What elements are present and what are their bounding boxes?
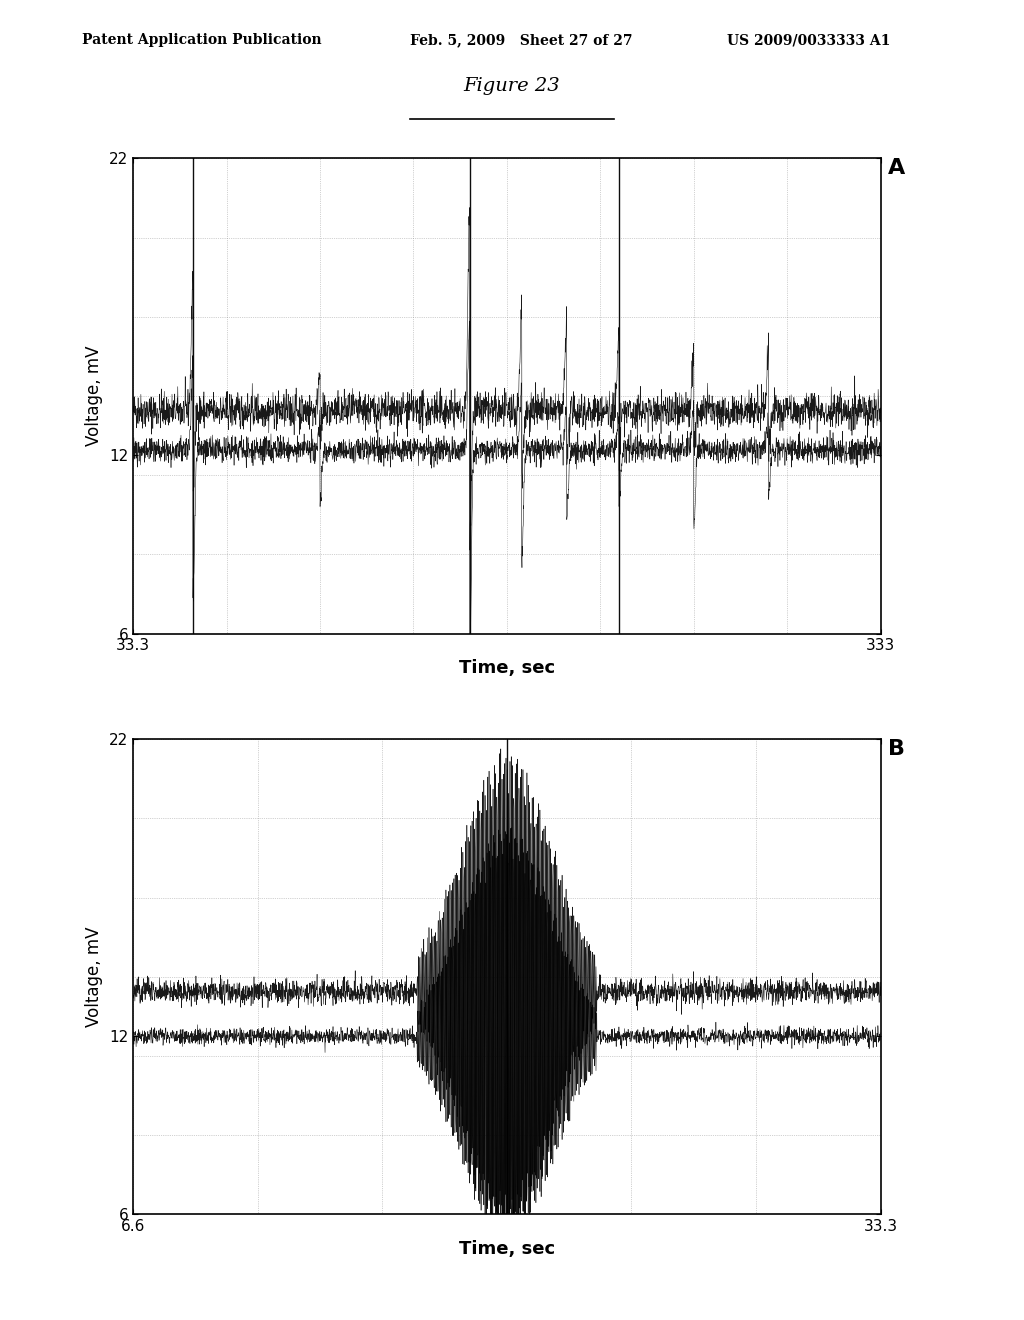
Text: A: A (888, 158, 905, 178)
X-axis label: Time, sec: Time, sec (459, 1239, 555, 1258)
Y-axis label: Voltage, mV: Voltage, mV (85, 346, 103, 446)
Text: Patent Application Publication: Patent Application Publication (82, 33, 322, 48)
Text: US 2009/0033333 A1: US 2009/0033333 A1 (727, 33, 891, 48)
Y-axis label: Voltage, mV: Voltage, mV (85, 927, 103, 1027)
Text: Feb. 5, 2009   Sheet 27 of 27: Feb. 5, 2009 Sheet 27 of 27 (410, 33, 632, 48)
X-axis label: Time, sec: Time, sec (459, 659, 555, 677)
Text: B: B (888, 739, 905, 759)
Text: Figure 23: Figure 23 (464, 77, 560, 95)
